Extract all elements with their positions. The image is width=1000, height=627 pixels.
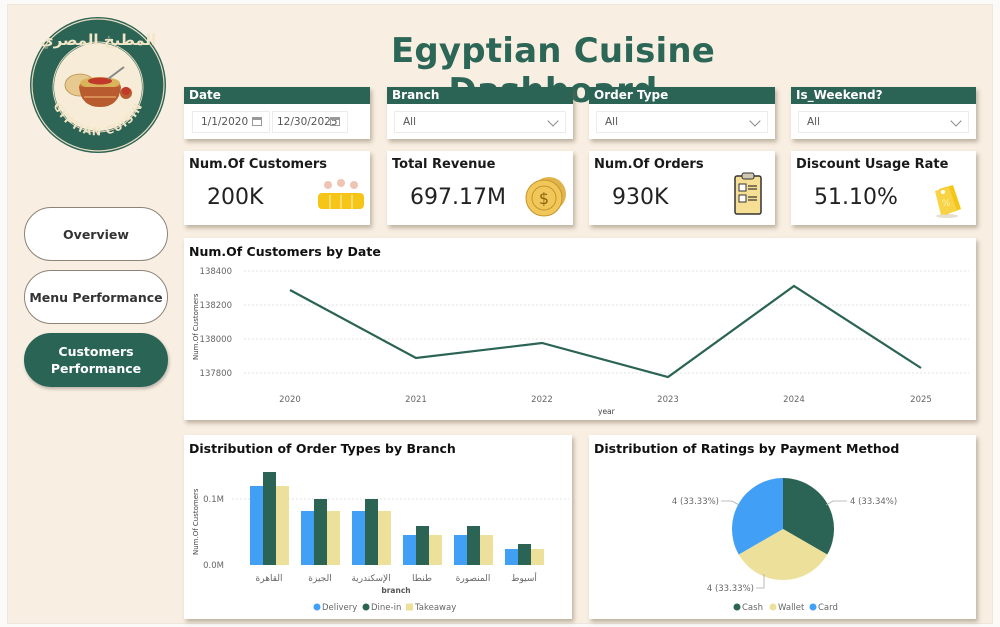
bar-chart-order-types-by-branch: Distribution of Order Types by Branch 0.… <box>184 435 572 619</box>
kpi-card-discount: Discount Usage Rate 51.10% % <box>791 151 976 225</box>
order-type-dropdown-value: All <box>605 116 619 128</box>
svg-text:2022: 2022 <box>531 395 553 405</box>
date-start-value: 1/1/2020 <box>201 116 249 128</box>
bars-cairo <box>250 472 289 565</box>
svg-text:0.1M: 0.1M <box>203 495 224 505</box>
bars-assiut <box>505 544 544 565</box>
kpi-card-orders: Num.Of Orders 930K <box>589 151 775 225</box>
calendar-icon[interactable] <box>252 117 262 126</box>
order-type-slicer: Order Type All <box>589 87 775 139</box>
svg-text:138000: 138000 <box>200 335 232 345</box>
discount-tag-icon: % <box>935 185 961 218</box>
svg-text:Num.Of Customers: Num.Of Customers <box>192 293 200 360</box>
svg-text:المنصورة: المنصورة <box>456 574 491 584</box>
date-end-input[interactable]: 12/30/2025 <box>272 111 348 133</box>
chevron-down-icon <box>749 115 761 127</box>
svg-text:Num.Of Customers: Num.Of Customers <box>192 488 200 555</box>
bars-tanta <box>403 526 442 565</box>
kpi-label: Discount Usage Rate <box>796 157 949 172</box>
bars-giza <box>301 499 340 565</box>
svg-text:الإسكندرية: الإسكندرية <box>351 574 390 584</box>
svg-text:2020: 2020 <box>279 395 301 405</box>
kpi-card-revenue: Total Revenue 697.17M $ <box>387 151 573 225</box>
kpi-label: Num.Of Orders <box>594 157 704 172</box>
date-end-value: 12/30/2025 <box>277 116 338 128</box>
clipboard-checklist-icon <box>734 172 762 215</box>
svg-text:Dine-in: Dine-in <box>371 603 401 613</box>
svg-text:branch: branch <box>381 586 410 595</box>
line-chart-customers-by-date: Num.Of Customers by Date 138400 138200 1… <box>184 238 976 420</box>
branch-dropdown[interactable]: All <box>394 111 566 133</box>
svg-text:Delivery: Delivery <box>322 603 357 613</box>
svg-text:Takeaway: Takeaway <box>414 603 456 613</box>
branch-slicer-header: Branch <box>387 87 573 104</box>
svg-text:137800: 137800 <box>200 369 232 379</box>
bars-alexandria <box>352 499 391 565</box>
pie-chart-plot: 4 (33.34%) 4 (33.33%) 4 (33.33%) Cash Wa… <box>672 478 897 613</box>
order-type-slicer-header: Order Type <box>589 87 775 104</box>
svg-text:0.0M: 0.0M <box>203 561 224 571</box>
date-start-input[interactable]: 1/1/2020 <box>192 111 270 133</box>
svg-text:Card: Card <box>818 603 838 613</box>
chart-title: Distribution of Ratings by Payment Metho… <box>594 441 900 456</box>
is-weekend-dropdown-value: All <box>807 116 821 128</box>
svg-text:الجيزة: الجيزة <box>308 574 331 584</box>
coin-dollar-icon: $ <box>525 177 566 217</box>
chevron-down-icon <box>547 115 559 127</box>
svg-text:Cash: Cash <box>742 603 763 613</box>
svg-text:القاهرة: القاهرة <box>256 574 283 584</box>
bar-chart-legend: Delivery Dine-in Takeaway <box>313 603 456 613</box>
svg-text:year: year <box>598 407 616 416</box>
kpi-value: 51.10% <box>814 185 898 210</box>
nav-customers-performance-button[interactable]: Customers Performance <box>24 333 168 387</box>
svg-text:طنطا: طنطا <box>412 574 432 584</box>
calendar-icon[interactable] <box>330 117 340 126</box>
kpi-value: 697.17M <box>410 185 506 210</box>
is-weekend-slicer-header: Is_Weekend? <box>791 87 976 104</box>
svg-text:138400: 138400 <box>200 267 232 277</box>
line-chart-plot: 138400 138200 138000 137800 Num.Of Custo… <box>192 267 969 416</box>
svg-text:$: $ <box>539 189 549 208</box>
svg-text:4 (33.34%): 4 (33.34%) <box>850 497 897 507</box>
svg-text:أسيوط: أسيوط <box>511 572 537 584</box>
branch-dropdown-value: All <box>403 116 417 128</box>
svg-text:2025: 2025 <box>910 395 932 405</box>
kpi-value: 200K <box>207 185 264 210</box>
order-type-dropdown[interactable]: All <box>596 111 768 133</box>
bar-chart-plot: 0.1M 0.0M Num.Of Customers <box>192 472 569 613</box>
pie-chart-ratings-by-payment: Distribution of Ratings by Payment Metho… <box>589 435 976 619</box>
svg-text:2023: 2023 <box>657 395 679 405</box>
bars-mansoura <box>454 526 493 565</box>
svg-text:138200: 138200 <box>200 301 232 311</box>
svg-text:%: % <box>942 199 951 209</box>
svg-text:2021: 2021 <box>405 395 427 405</box>
svg-text:4 (33.33%): 4 (33.33%) <box>672 497 719 507</box>
svg-text:2024: 2024 <box>783 395 805 405</box>
svg-text:المطبخ المصري: المطبخ المصري <box>40 31 156 50</box>
svg-text:4 (33.33%): 4 (33.33%) <box>707 584 754 594</box>
chevron-down-icon <box>950 115 962 127</box>
nav-menu-performance-button[interactable]: Menu Performance <box>24 270 168 324</box>
is-weekend-dropdown[interactable]: All <box>798 111 969 133</box>
is-weekend-slicer: Is_Weekend? All <box>791 87 976 139</box>
pie-chart-legend: Cash Wallet Card <box>733 603 838 613</box>
kpi-card-customers: Num.Of Customers 200K <box>184 151 370 225</box>
date-slicer: Date 1/1/2020 12/30/2025 <box>184 87 370 139</box>
kpi-label: Total Revenue <box>392 157 496 172</box>
kpi-label: Num.Of Customers <box>189 157 328 172</box>
chart-title: Distribution of Order Types by Branch <box>189 441 456 456</box>
people-icon <box>318 179 364 209</box>
svg-text:Wallet: Wallet <box>778 603 805 613</box>
chart-title: Num.Of Customers by Date <box>189 244 381 259</box>
nav-overview-button[interactable]: Overview <box>24 207 168 261</box>
date-slicer-header: Date <box>184 87 370 104</box>
kpi-value: 930K <box>612 185 669 210</box>
branch-slicer: Branch All <box>387 87 573 139</box>
